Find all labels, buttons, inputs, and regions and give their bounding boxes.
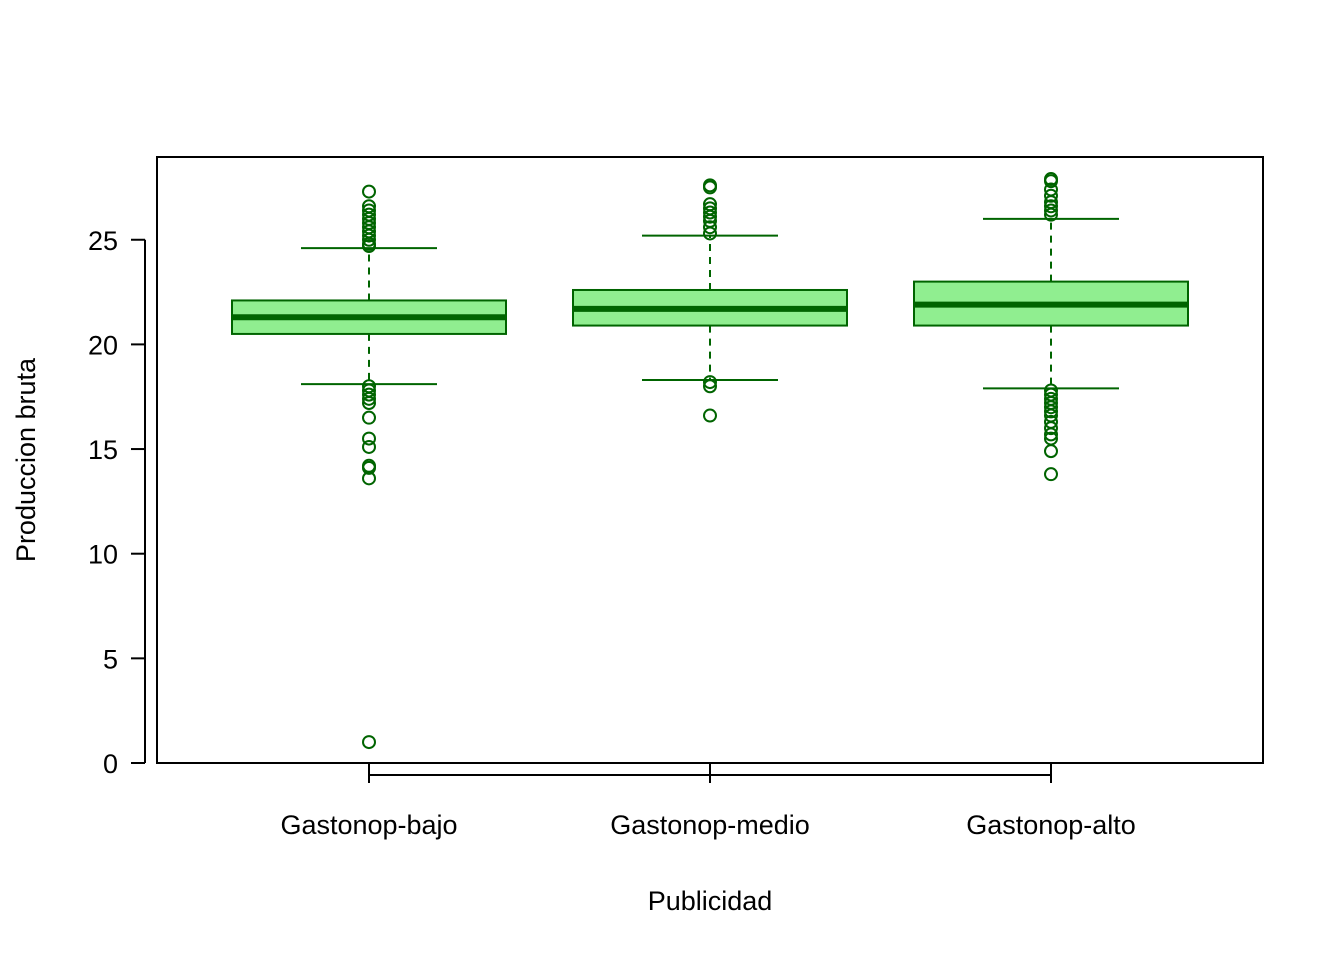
outlier-point: [362, 228, 376, 243]
y-tick-label: 0: [103, 749, 118, 779]
y-tick-label: 25: [88, 226, 118, 256]
outlier-point: [703, 408, 717, 423]
outlier-point: [362, 239, 376, 254]
outlier-point: [1044, 467, 1058, 482]
outlier-point: [362, 439, 376, 454]
y-axis-label: Produccion bruta: [11, 357, 41, 562]
outlier-point: [1044, 203, 1058, 218]
y-tick-label: 15: [88, 435, 118, 465]
outlier-point: [362, 396, 376, 411]
box-group: [913, 172, 1189, 482]
outlier-point: [1044, 207, 1058, 222]
outlier-point: [703, 220, 717, 235]
outlier-point: [703, 205, 717, 220]
y-tick-label: 10: [88, 540, 118, 570]
outlier-point: [362, 391, 376, 406]
outlier-point: [1044, 404, 1058, 419]
x-tick-label: Gastonop-bajo: [280, 810, 457, 840]
outlier-point: [362, 387, 376, 402]
outlier-point: [362, 184, 376, 199]
outlier-point: [1044, 199, 1058, 214]
box-group: [231, 184, 507, 750]
x-axis: Gastonop-bajo Gastonop-medio Gastonop-alto: [280, 763, 1136, 840]
boxes: [231, 172, 1189, 750]
outlier-point: [362, 471, 376, 486]
outlier-point: [703, 379, 717, 394]
outlier-point: [1044, 400, 1058, 415]
outlier-point: [362, 410, 376, 425]
outlier-point: [1044, 427, 1058, 442]
outlier-point: [703, 226, 717, 241]
y-axis: 0 5 10 15 20 25: [88, 226, 146, 779]
x-tick-label: Gastonop-medio: [610, 810, 810, 840]
outlier-point: [703, 209, 717, 224]
x-tick-label: Gastonop-alto: [966, 810, 1136, 840]
box-group: [572, 178, 848, 423]
y-tick-label: 5: [103, 644, 118, 674]
x-axis-label: Publicidad: [648, 886, 773, 916]
outlier-point: [362, 460, 376, 475]
outlier-point: [362, 232, 376, 247]
outlier-point: [1044, 421, 1058, 436]
outlier-point: [1044, 444, 1058, 459]
outlier-point: [703, 375, 717, 390]
outlier-point: [362, 735, 376, 750]
outlier-point: [1044, 188, 1058, 203]
outlier-point: [703, 180, 717, 195]
outlier-point: [362, 431, 376, 446]
y-tick-label: 20: [88, 330, 118, 360]
outlier-point: [1044, 174, 1058, 189]
